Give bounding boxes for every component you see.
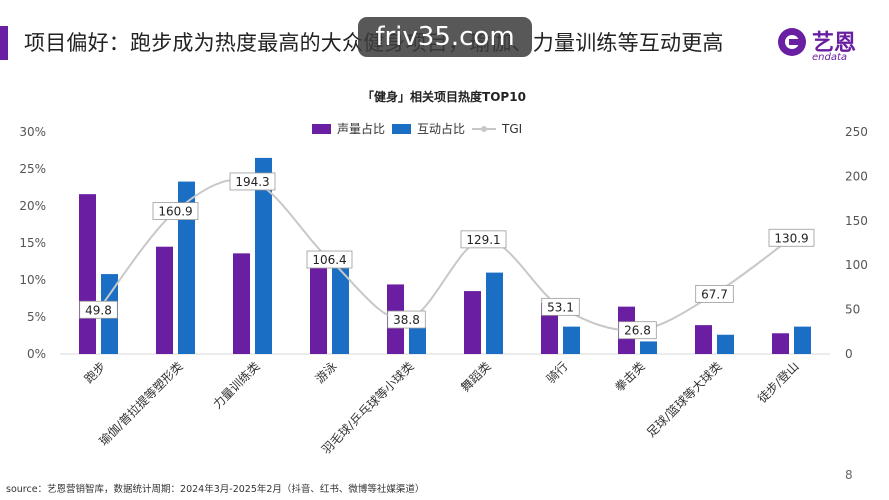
y-right-tick-label: 0 — [845, 347, 853, 361]
logo-text-en: endata — [812, 52, 848, 63]
endata-logo-mark-icon — [778, 28, 806, 56]
x-category-label: 力量训练类 — [210, 359, 263, 412]
bar-interaction-share — [332, 261, 349, 354]
tgi-label-box — [152, 202, 199, 221]
y-left-tick-label: 30% — [19, 125, 46, 139]
source-note: source：艺恩营销智库，数据统计周期：2024年3月-2025年2月（抖音、… — [6, 484, 425, 495]
tgi-data-label: 26.8 — [624, 324, 651, 338]
legend-label-interaction: 互动占比 — [417, 121, 465, 136]
tgi-label-box — [229, 172, 276, 191]
bar-voice-share — [772, 333, 789, 354]
tgi-label-box — [79, 300, 118, 319]
bar-interaction-share — [794, 326, 811, 354]
bar-interaction-share — [178, 181, 195, 354]
tgi-data-label: 49.8 — [85, 303, 112, 317]
x-category-label: 瑜伽/普拉提等塑形类 — [96, 359, 186, 449]
tgi-line — [97, 178, 793, 332]
tgi-label-box — [306, 250, 353, 269]
logo-text-cn: 艺恩 — [812, 31, 857, 56]
x-category-label: 足球/篮球等大球类 — [643, 359, 724, 440]
tgi-label-box — [768, 228, 815, 247]
bar-interaction-share — [255, 157, 272, 354]
y-right-tick-label: 150 — [845, 214, 868, 228]
bar-interaction-share — [563, 326, 580, 354]
legend-swatch-interaction — [392, 124, 411, 134]
bar-interaction-share — [486, 272, 503, 354]
bar-voice-share — [233, 253, 250, 354]
y-left-tick-label: 5% — [27, 310, 46, 324]
y-right-tick-label: 50 — [845, 303, 860, 317]
y-right-tick-label: 200 — [845, 169, 868, 183]
x-category-label: 跑步 — [82, 359, 109, 386]
tgi-data-label: 53.1 — [547, 300, 574, 314]
bar-interaction-share — [717, 334, 734, 354]
tgi-data-label: 160.9 — [158, 205, 192, 219]
y-right-tick-label: 250 — [845, 125, 868, 139]
title-accent-bar — [0, 26, 8, 60]
y-left-tick-label: 20% — [19, 199, 46, 213]
endata-logo: 艺恩 endata — [778, 25, 874, 65]
tgi-data-label: 129.1 — [466, 233, 500, 247]
tgi-data-label: 38.8 — [393, 313, 420, 327]
bar-voice-share — [464, 291, 481, 354]
bar-voice-share — [156, 246, 173, 354]
tgi-data-label: 106.4 — [312, 253, 346, 267]
bar-voice-share — [695, 325, 712, 354]
bar-voice-share — [79, 194, 96, 354]
y-left-tick-label: 0% — [27, 347, 46, 361]
x-category-label: 徒步/登山 — [754, 359, 801, 406]
legend-label-voice: 声量占比 — [337, 121, 385, 136]
x-category-label: 拳击类 — [612, 359, 648, 395]
tgi-data-label: 130.9 — [774, 231, 808, 245]
bar-voice-share — [310, 267, 327, 354]
x-category-label: 游泳 — [313, 359, 340, 386]
tgi-data-label: 194.3 — [235, 175, 269, 189]
y-right-tick-label: 100 — [845, 258, 868, 272]
x-category-label: 骑行 — [544, 359, 571, 386]
tgi-label-box — [695, 284, 734, 303]
page-number: 8 — [845, 468, 853, 482]
tgi-label-box — [541, 297, 580, 316]
y-left-tick-label: 10% — [19, 273, 46, 287]
watermark-banner: friv35.com — [358, 17, 532, 57]
tgi-label-box — [387, 310, 426, 329]
bar-interaction-share — [409, 327, 426, 354]
chart-title: 「健身」相关项目热度TOP10 — [362, 89, 526, 104]
y-left-tick-label: 25% — [19, 162, 46, 176]
tgi-label-box — [460, 230, 507, 249]
legend-swatch-voice — [312, 124, 331, 134]
tgi-data-label: 67.7 — [701, 287, 728, 301]
legend-label-tgi: TGI — [501, 122, 522, 136]
legend-marker-tgi — [481, 126, 487, 132]
tgi-label-box — [618, 321, 657, 340]
y-left-tick-label: 15% — [19, 236, 46, 250]
bar-interaction-share — [640, 341, 657, 354]
x-category-label: 舞蹈类 — [458, 359, 493, 394]
